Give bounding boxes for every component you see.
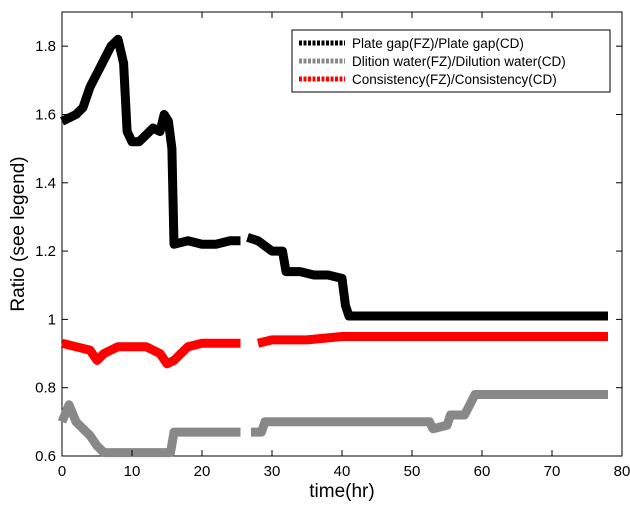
y-tick-label: 0.8: [35, 380, 56, 397]
y-tick-label: 1.2: [35, 243, 56, 260]
x-tick-label: 50: [404, 463, 421, 480]
x-tick-label: 60: [474, 463, 491, 480]
legend-label-dilution-water: Dlition water(FZ)/Dilution water(CD): [352, 54, 566, 69]
x-tick-label: 10: [124, 463, 141, 480]
series-line-0: [60, 34, 608, 321]
legend-label-plate-gap: Plate gap(FZ)/Plate gap(CD): [352, 36, 524, 51]
y-tick-label: 1: [48, 311, 56, 328]
y-axis-title: Ratio (see legend): [8, 156, 29, 311]
y-tick-label: 0.6: [35, 448, 56, 465]
x-tick-label: 0: [58, 463, 66, 480]
x-tick-label: 80: [614, 463, 630, 480]
ticks-layer: 0 10 20 30 40 50 60 70 80 0.6 0.8 1 1.2 1.4 1.6 1.8: [35, 12, 630, 480]
legend-label-consistency: Consistency(FZ)/Consistency(CD): [352, 72, 557, 87]
x-tick-label: 70: [544, 463, 561, 480]
x-axis-title: time(hr): [309, 481, 374, 502]
series-layer: [57, 34, 608, 458]
series-line-1: [57, 390, 608, 458]
legend: Plate gap(FZ)/Plate gap(CD) Dlition wate…: [291, 29, 611, 93]
x-tick-label: 20: [194, 463, 211, 480]
y-tick-label: 1.4: [35, 175, 56, 192]
series-line-2: [60, 332, 608, 369]
x-tick-label: 40: [334, 463, 351, 480]
y-tick-label: 1.6: [35, 106, 56, 123]
x-tick-label: 30: [264, 463, 281, 480]
y-tick-label: 1.8: [35, 38, 56, 55]
